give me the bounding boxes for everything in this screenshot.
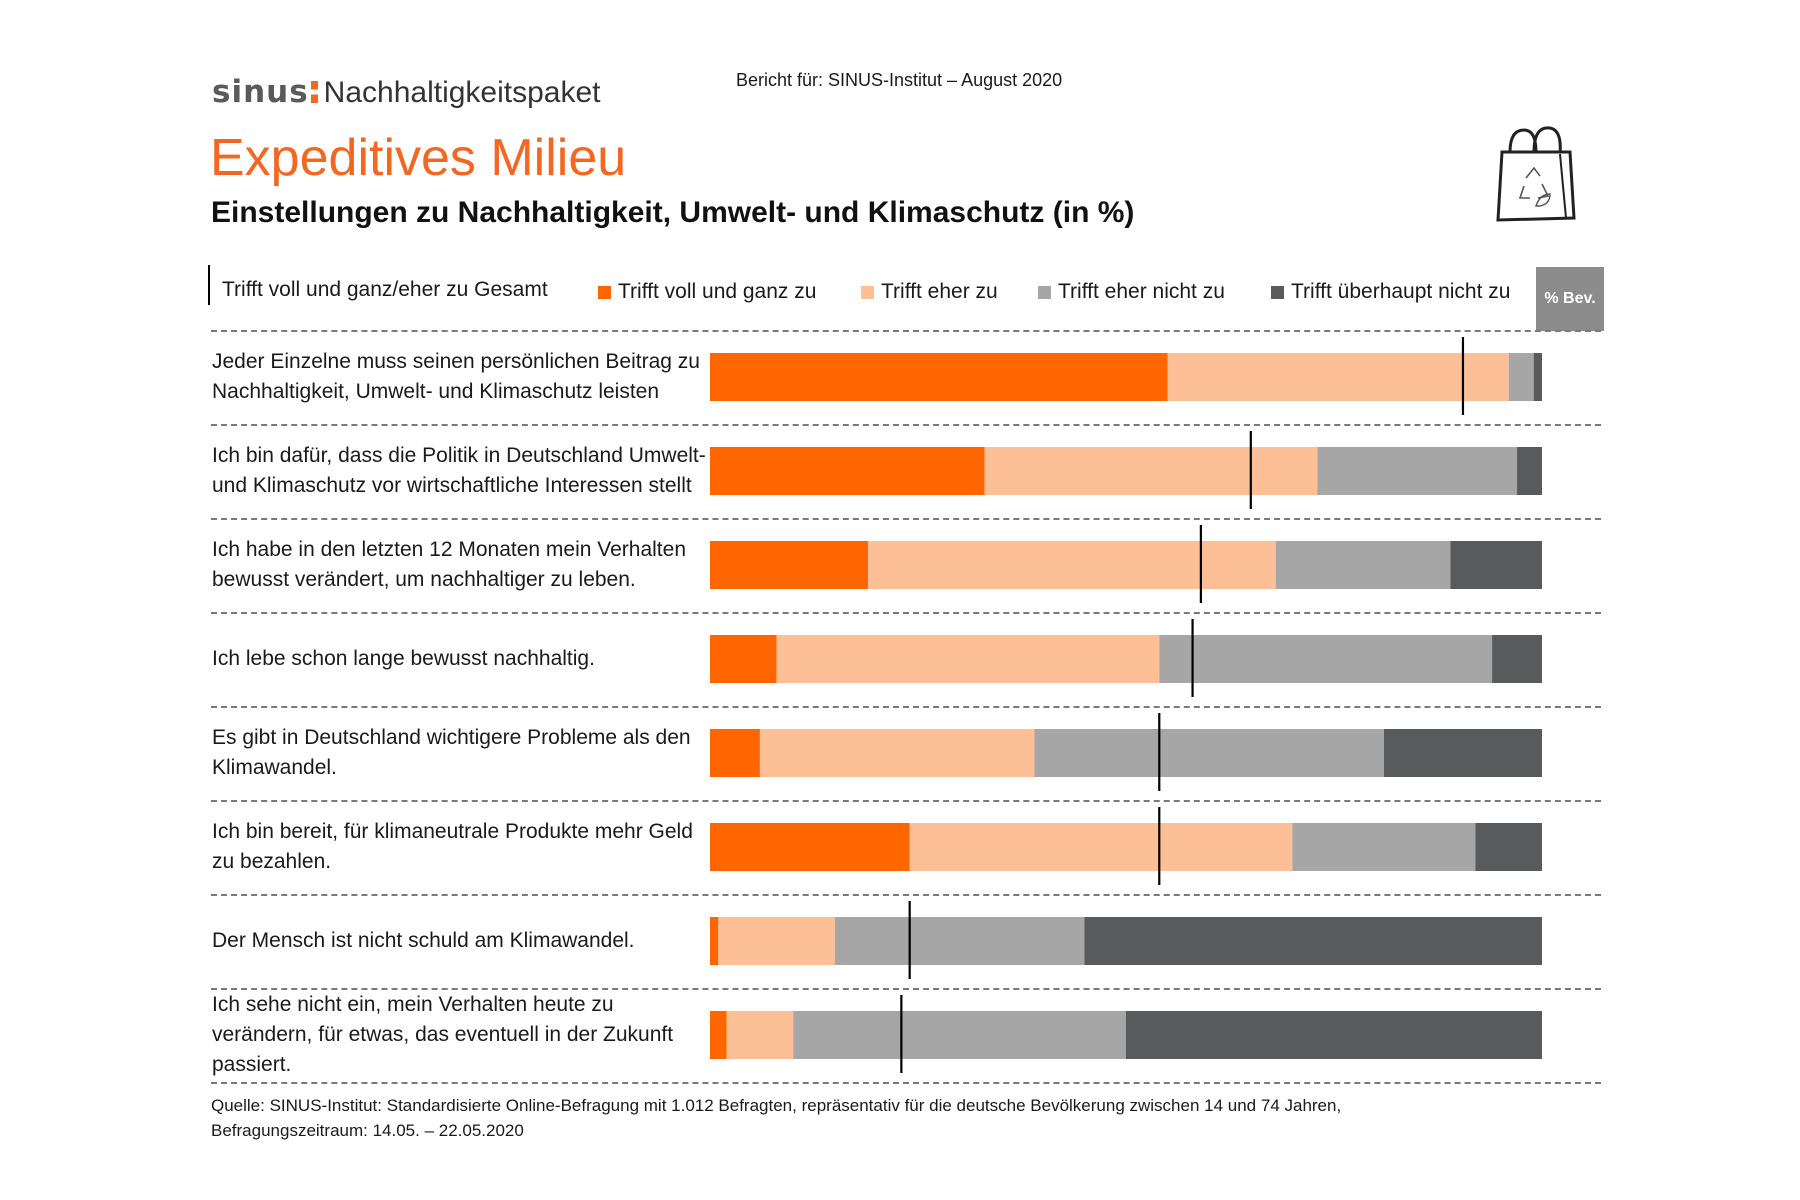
bar-segment-eher	[1167, 353, 1509, 401]
row-separator	[211, 1082, 1601, 1084]
row-label: Ich bin dafür, dass die Politik in Deuts…	[212, 444, 706, 497]
row-separator	[211, 894, 1601, 896]
legend-swatch-ueberhaupt-nicht	[1271, 285, 1284, 299]
report-info: Bericht für: SINUS-Institut – August 202…	[736, 70, 1063, 90]
row-label: Es gibt in Deutschland wichtigere Proble…	[212, 726, 691, 779]
row-separator	[211, 330, 1601, 332]
legend-item-voll: Trifft voll und ganz zu	[598, 280, 816, 304]
legend-marker-total	[208, 265, 210, 305]
row-label: Ich bin bereit, für klimaneutrale Produk…	[212, 820, 693, 873]
bar-segment-ueberhaupt-nicht	[1450, 541, 1542, 589]
source-line-1: Quelle: SINUS-Institut: Standardisierte …	[211, 1096, 1342, 1115]
legend-label-voll: Trifft voll und ganz zu	[618, 280, 817, 303]
bar-segment-voll	[710, 1011, 727, 1059]
brand: sinus Nachhaltigkeitspaket	[212, 74, 601, 110]
legend-swatch-eher	[861, 285, 874, 299]
row-label: Ich sehe nicht ein, mein Verhalten heute…	[212, 993, 674, 1076]
bar-segment-eher-nicht	[1292, 823, 1476, 871]
legend-item-ueberhaupt-nicht: Trifft überhaupt nicht zu	[1271, 280, 1510, 304]
row-label: Jeder Einzelne muss seinen persönlichen …	[212, 350, 700, 403]
source-line-2: Befragungszeitraum: 14.05. – 22.05.2020	[211, 1121, 524, 1140]
legend-item-total: Trifft voll und ganz/eher zu Gesamt	[222, 278, 548, 302]
chart-subtitle: Einstellungen zu Nachhaltigkeit, Umwelt-…	[211, 196, 1135, 229]
bar-segment-voll	[710, 729, 760, 777]
bar-segment-voll	[710, 541, 869, 589]
shopping-bag-recycle-icon	[1496, 126, 1576, 222]
sinus-logo: sinus	[212, 74, 309, 110]
row-separator	[211, 800, 1601, 802]
row-separator	[211, 612, 1601, 614]
bar-segment-eher-nicht	[1508, 353, 1534, 401]
bar-segment-voll	[710, 447, 985, 495]
row-separator	[211, 706, 1601, 708]
bev-badge: % Bev.	[1536, 267, 1604, 331]
brand-name: Nachhaltigkeitspaket	[323, 76, 601, 109]
bar-segment-eher-nicht	[1159, 635, 1493, 683]
bar-segment-ueberhaupt-nicht	[1492, 635, 1542, 683]
legend-label-eher-nicht: Trifft eher nicht zu	[1058, 280, 1225, 303]
bar-segment-ueberhaupt-nicht	[1126, 1011, 1542, 1059]
page-title: Expeditives Milieu	[210, 129, 627, 187]
bar-segment-eher	[776, 635, 1160, 683]
source-note: Quelle: SINUS-Institut: Standardisierte …	[211, 1093, 1611, 1143]
bar-segment-voll	[710, 635, 777, 683]
row-label: Ich habe in den letzten 12 Monaten mein …	[212, 538, 686, 591]
bar-segment-eher	[984, 447, 1318, 495]
legend-swatch-eher-nicht	[1038, 285, 1051, 299]
bar-segment-ueberhaupt-nicht	[1383, 729, 1542, 777]
row-label: Der Mensch ist nicht schuld am Klimawand…	[212, 929, 635, 952]
bar-segment-voll	[710, 823, 910, 871]
bar-segment-eher-nicht	[834, 917, 1085, 965]
bar-segment-ueberhaupt-nicht	[1475, 823, 1542, 871]
bar-segment-eher-nicht	[1317, 447, 1518, 495]
bar-segment-ueberhaupt-nicht	[1533, 353, 1542, 401]
legend-item-eher-nicht: Trifft eher nicht zu	[1038, 280, 1225, 304]
bar-segment-voll	[710, 353, 1168, 401]
legend-swatch-voll	[598, 285, 611, 299]
legend-label-ueberhaupt-nicht: Trifft überhaupt nicht zu	[1291, 280, 1511, 303]
row-separator	[211, 518, 1601, 520]
bar-segment-eher	[718, 917, 835, 965]
bar-segment-eher-nicht	[793, 1011, 1126, 1059]
legend-item-eher: Trifft eher zu	[861, 280, 998, 304]
row-label: Ich lebe schon lange bewusst nachhaltig.	[212, 647, 595, 670]
bar-segment-eher-nicht	[1034, 729, 1384, 777]
bar-segment-ueberhaupt-nicht	[1084, 917, 1542, 965]
legend-label-total: Trifft voll und ganz/eher zu Gesamt	[222, 278, 548, 301]
logo-dot-icon	[310, 81, 318, 103]
bar-segment-voll	[710, 917, 719, 965]
bar-segment-eher-nicht	[1275, 541, 1451, 589]
row-separator	[211, 988, 1601, 990]
bar-segment-eher	[726, 1011, 794, 1059]
bar-segment-eher	[909, 823, 1293, 871]
legend-label-eher: Trifft eher zu	[881, 280, 998, 303]
row-separator	[211, 424, 1601, 426]
bar-segment-ueberhaupt-nicht	[1517, 447, 1542, 495]
bar-segment-eher	[868, 541, 1276, 589]
bar-segment-eher	[759, 729, 1035, 777]
